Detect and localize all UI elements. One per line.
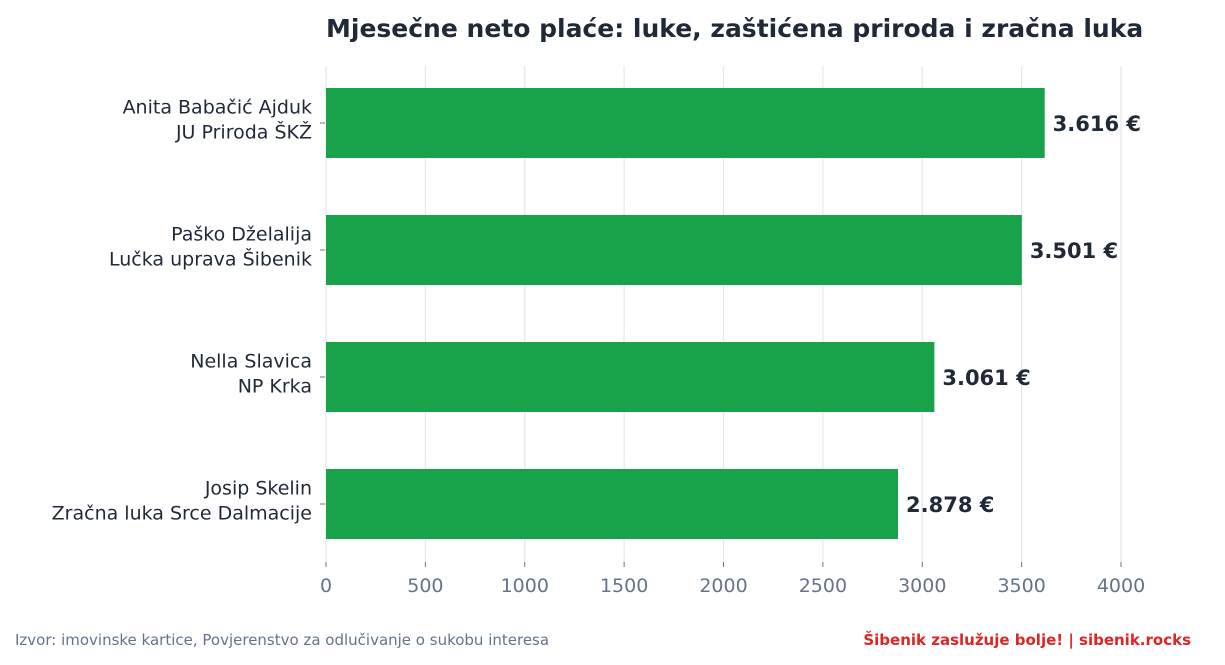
value-label: 2.878 € bbox=[906, 493, 994, 517]
x-tick-label: 1500 bbox=[600, 575, 648, 597]
x-tick-label: 2500 bbox=[799, 575, 847, 597]
bar bbox=[326, 469, 899, 539]
bar bbox=[326, 88, 1045, 158]
bar bbox=[326, 215, 1022, 285]
bar bbox=[326, 342, 935, 412]
value-label: 3.616 € bbox=[1053, 112, 1141, 136]
x-tick-label: 4000 bbox=[1097, 575, 1145, 597]
category-label: Nella Slavica NP Krka bbox=[190, 351, 312, 398]
bar-chart: Mjesečne neto plaće: luke, zaštićena pri… bbox=[52, 14, 1146, 597]
category-label: Anita Babačić Ajduk JU Priroda ŠKŽ bbox=[123, 97, 312, 144]
x-tick-label: 3000 bbox=[898, 575, 946, 597]
x-tick-label: 0 bbox=[320, 575, 332, 597]
bars bbox=[326, 88, 1045, 539]
x-tick-label: 3500 bbox=[997, 575, 1045, 597]
value-labels: 3.616 € 3.501 € 3.061 € 2.878 € bbox=[906, 112, 1141, 517]
y-axis: Anita Babačić Ajduk JU Priroda ŠKŽ Paško D… bbox=[52, 97, 325, 525]
x-tick-label: 500 bbox=[407, 575, 443, 597]
category-label: Josip Skelin Zračna luka Srce Dalmacije bbox=[52, 478, 312, 525]
x-tick-label: 1000 bbox=[501, 575, 549, 597]
brand-signature: Šibenik zaslužuje bolje! | sibenik.rocks bbox=[863, 631, 1191, 649]
x-tick-label: 2000 bbox=[699, 575, 747, 597]
value-label: 3.061 € bbox=[942, 366, 1030, 390]
x-axis: 0 500 1000 1500 2000 2500 3000 3500 4000 bbox=[320, 562, 1145, 597]
value-label: 3.501 € bbox=[1030, 239, 1118, 263]
source-note: Izvor: imovinske kartice, Povjerenstvo z… bbox=[15, 631, 550, 649]
category-label: Paško Dželalija Lučka uprava Šibenik bbox=[109, 224, 312, 271]
chart-title: Mjesečne neto plaće: luke, zaštićena pri… bbox=[326, 14, 1143, 43]
